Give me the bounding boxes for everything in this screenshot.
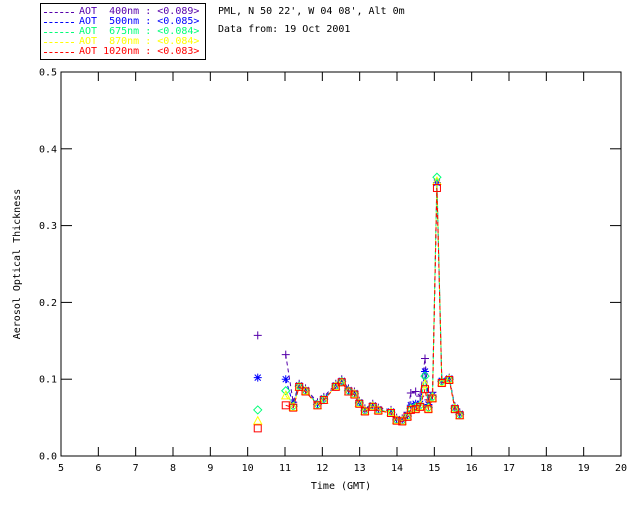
x-tick-label: 11 bbox=[279, 463, 291, 474]
x-tick-label: 9 bbox=[207, 463, 213, 474]
x-tick-label: 19 bbox=[578, 463, 590, 474]
x-tick-label: 13 bbox=[354, 463, 366, 474]
legend-dash-870nm bbox=[44, 41, 74, 43]
legend-item-1020nm: AOT 1020nm : <0.083> bbox=[44, 47, 202, 57]
series-line bbox=[285, 182, 461, 421]
y-tick-label: 0.1 bbox=[39, 375, 57, 386]
legend-dash-675nm bbox=[44, 31, 74, 33]
legend-item-870nm: AOT 870nm : <0.084> bbox=[44, 37, 202, 47]
x-tick-label: 7 bbox=[133, 463, 139, 474]
series-line bbox=[285, 177, 461, 422]
legend-dash-500nm bbox=[44, 21, 74, 23]
legend-label-400nm: AOT 400nm : <0.089> bbox=[79, 6, 200, 17]
legend-item-500nm: AOT 500nm : <0.085> bbox=[44, 17, 202, 27]
y-tick-label: 0.0 bbox=[39, 452, 57, 463]
x-tick-label: 10 bbox=[242, 463, 254, 474]
x-tick-label: 15 bbox=[428, 463, 440, 474]
series-675nm bbox=[253, 172, 465, 426]
station-location-text: PML, N 50 22', W 04 08', Alt 0m bbox=[218, 6, 405, 17]
y-axis-title: Aerosol Optical Thickness bbox=[12, 189, 23, 340]
y-tick-label: 0.5 bbox=[39, 68, 57, 79]
x-tick-label: 17 bbox=[503, 463, 515, 474]
x-tick-label: 14 bbox=[391, 463, 403, 474]
legend-item-675nm: AOT 675nm : <0.084> bbox=[44, 27, 202, 37]
plot-box bbox=[60, 71, 622, 457]
series-1020nm bbox=[253, 183, 464, 433]
legend-item-400nm: AOT 400nm : <0.089> bbox=[44, 7, 202, 17]
legend-dash-1020nm bbox=[44, 51, 74, 53]
x-axis-title: Time (GMT) bbox=[311, 481, 371, 492]
x-tick-label: 8 bbox=[170, 463, 176, 474]
y-tick-label: 0.3 bbox=[39, 221, 57, 232]
y-axis: 0.0 0.1 0.2 0.3 0.4 0.5 Aerosol Optical Thickn… bbox=[12, 68, 621, 463]
series-line bbox=[285, 184, 461, 419]
x-axis: 5 6 7 8 9 10 11 12 13 14 15 16 17 18 19 20 Time (GMT) bbox=[58, 72, 627, 492]
series-line bbox=[285, 181, 461, 422]
x-tick-label: 18 bbox=[540, 463, 552, 474]
series-line bbox=[285, 187, 461, 422]
legend-label-1020nm: AOT 1020nm : <0.083> bbox=[79, 46, 200, 57]
x-tick-label: 5 bbox=[58, 463, 64, 474]
legend-dash-400nm bbox=[44, 11, 74, 13]
legend-box: AOT 400nm : <0.089> AOT 500nm : <0.085> … bbox=[40, 3, 206, 60]
x-tick-label: 16 bbox=[466, 463, 478, 474]
data-date-text: Data from: 19 Oct 2001 bbox=[218, 24, 351, 35]
legend-label-675nm: AOT 675nm : <0.084> bbox=[79, 26, 200, 37]
y-tick-label: 0.4 bbox=[39, 144, 57, 155]
legend-label-500nm: AOT 500nm : <0.085> bbox=[79, 16, 200, 27]
x-tick-label: 20 bbox=[615, 463, 627, 474]
legend-label-870nm: AOT 870nm : <0.084> bbox=[79, 36, 200, 47]
x-tick-label: 6 bbox=[95, 463, 101, 474]
x-tick-label: 12 bbox=[316, 463, 328, 474]
y-tick-label: 0.2 bbox=[39, 298, 57, 309]
